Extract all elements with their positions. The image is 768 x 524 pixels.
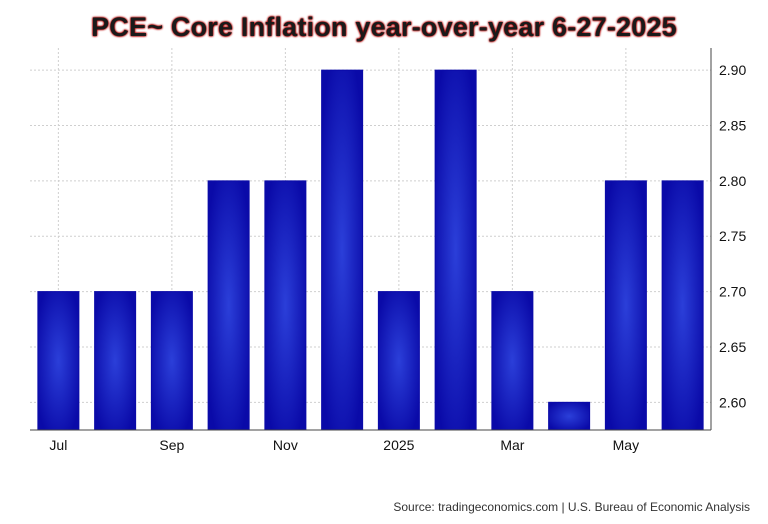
- y-tick-label: 2.85: [719, 118, 746, 134]
- y-tick-label: 2.80: [719, 173, 746, 189]
- bars: [37, 69, 704, 431]
- bar-jul: [37, 291, 80, 431]
- y-tick-label: 2.75: [719, 228, 746, 244]
- x-axis-labels: Jul Sep Nov 2025 Mar May: [49, 437, 639, 453]
- y-tick-label: 2.70: [719, 284, 746, 300]
- y-axis-labels: 2.60 2.65 2.70 2.75 2.80 2.85 2.90: [719, 62, 746, 410]
- x-tick-label: Jul: [49, 437, 67, 453]
- bar-nov: [264, 180, 307, 431]
- y-tick-label: 2.90: [719, 62, 746, 78]
- x-tick-label: Nov: [273, 437, 298, 453]
- grid-lines: [30, 48, 711, 430]
- axes: [30, 48, 712, 431]
- x-tick-label: May: [613, 437, 639, 453]
- x-tick-label: Sep: [159, 437, 184, 453]
- bar-jun: [661, 180, 704, 431]
- x-tick-label: Mar: [500, 437, 524, 453]
- bar-feb: [434, 69, 477, 431]
- bar-aug: [94, 291, 137, 431]
- x-tick-label: 2025: [383, 437, 414, 453]
- y-tick-label: 2.65: [719, 339, 746, 355]
- bar-oct: [207, 180, 250, 431]
- source-note: Source: tradingeconomics.com | U.S. Bure…: [393, 500, 750, 514]
- bar-mar: [491, 291, 534, 431]
- y-tick-label: 2.60: [719, 394, 746, 410]
- bar-sep: [150, 291, 193, 431]
- chart-title: PCE~ Core Inflation year-over-year 6-27-…: [91, 12, 677, 42]
- bar-may: [604, 180, 647, 431]
- bar-dec: [321, 69, 364, 431]
- bar-apr: [548, 401, 591, 431]
- bar-2025: [377, 291, 420, 431]
